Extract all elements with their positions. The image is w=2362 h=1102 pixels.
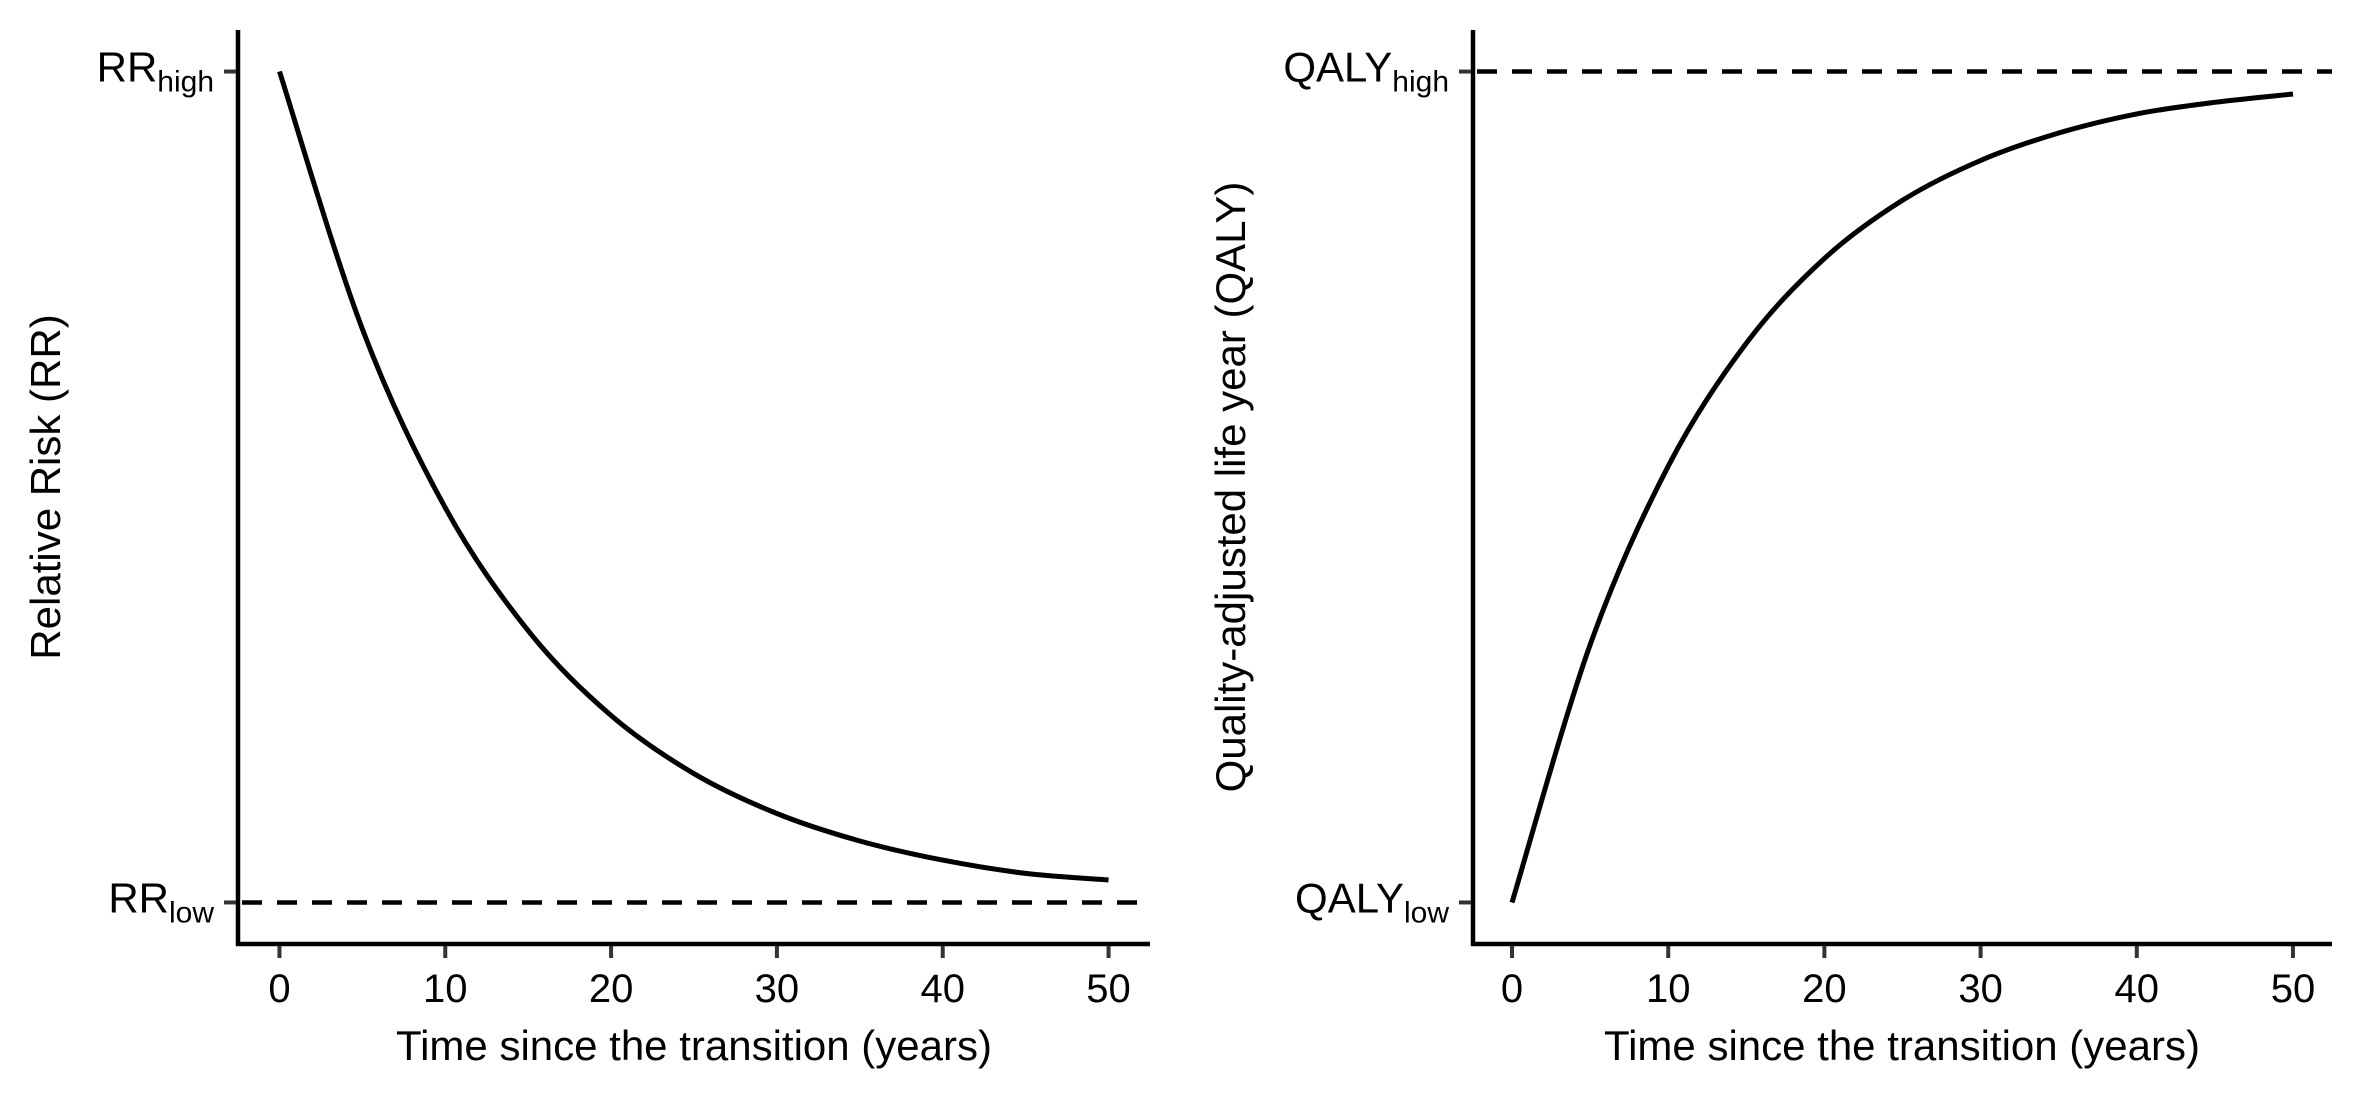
left-y-tick-label-low: RRlow (108, 874, 214, 929)
right-x-axis-title: Time since the transition (years) (1604, 1022, 2200, 1069)
left-x-tick-label: 0 (268, 967, 290, 1011)
left-y-tick-label-high: RRhigh (97, 44, 214, 99)
left-x-tick-label: 20 (589, 967, 634, 1011)
left-x-tick-label: 40 (920, 967, 965, 1011)
right-chart-panel: 0 10 20 30 40 50 QALYhigh QALYlow Time since t… (1207, 30, 2332, 1069)
right-y-ticks: QALYhigh QALYlow (1283, 44, 1471, 929)
right-x-tick-label: 0 (1501, 967, 1523, 1011)
left-curve (277, 70, 1109, 883)
right-x-tick-label: 10 (1646, 967, 1691, 1011)
right-x-ticks: 0 10 20 30 40 50 (1501, 946, 2315, 1011)
left-x-axis-title: Time since the transition (years) (396, 1022, 992, 1069)
right-y-tick-label-low: QALYlow (1295, 874, 1449, 929)
right-x-tick-label: 50 (2271, 967, 2316, 1011)
right-y-axis-title: Quality-adjusted life year (QALY) (1207, 182, 1254, 793)
left-x-tick-label: 10 (423, 967, 468, 1011)
right-y-tick-label-high: QALYhigh (1283, 44, 1449, 99)
right-curve (1509, 91, 2294, 904)
left-x-tick-label: 30 (755, 967, 800, 1011)
left-x-tick-label: 50 (1086, 967, 1131, 1011)
left-chart-panel: 0 10 20 30 40 50 RRhigh RRlow Time since the t… (22, 30, 1150, 1069)
left-y-ticks: RRhigh RRlow (97, 44, 236, 929)
left-y-axis-title: Relative Risk (RR) (22, 314, 69, 659)
right-x-tick-label: 20 (1802, 967, 1847, 1011)
right-x-tick-label: 30 (1958, 967, 2003, 1011)
left-x-ticks: 0 10 20 30 40 50 (268, 946, 1131, 1011)
right-x-tick-label: 40 (2115, 967, 2160, 1011)
